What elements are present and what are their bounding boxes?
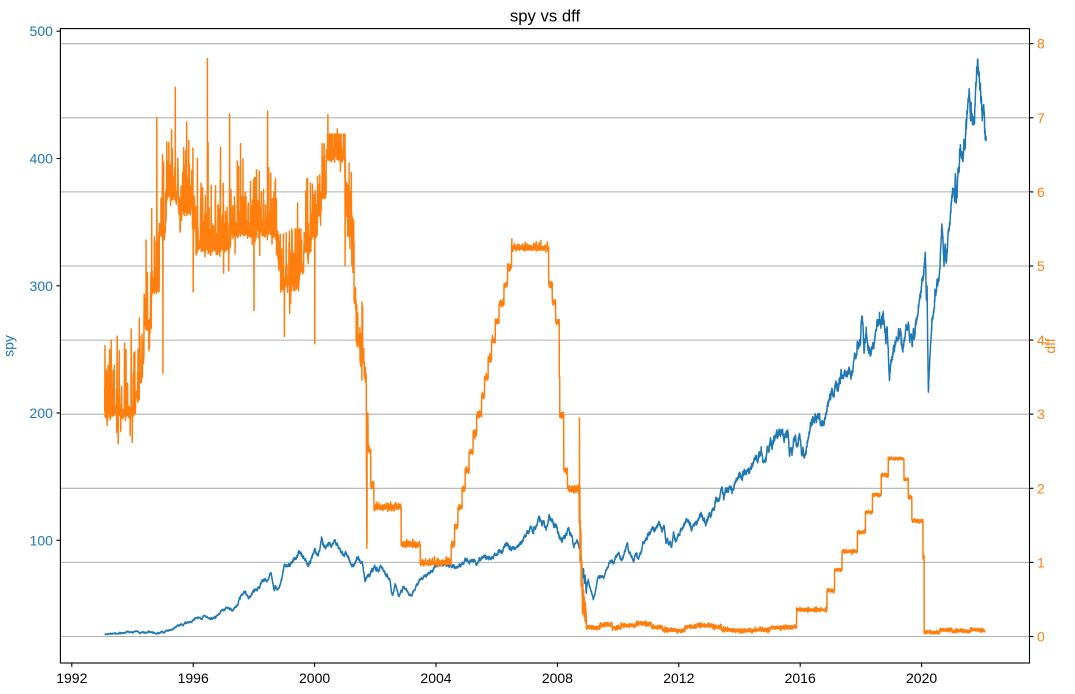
svg-text:1992: 1992	[56, 670, 87, 686]
svg-text:dff: dff	[1042, 338, 1058, 353]
svg-text:0: 0	[1037, 629, 1045, 645]
svg-text:2012: 2012	[663, 670, 694, 686]
svg-text:500: 500	[30, 23, 54, 39]
svg-text:100: 100	[30, 532, 54, 548]
svg-text:400: 400	[30, 151, 54, 167]
svg-text:3: 3	[1037, 406, 1045, 422]
svg-text:2004: 2004	[420, 670, 451, 686]
svg-text:5: 5	[1037, 258, 1045, 274]
svg-text:6: 6	[1037, 184, 1045, 200]
svg-text:2016: 2016	[785, 670, 816, 686]
svg-text:spy: spy	[1, 335, 17, 357]
svg-text:300: 300	[30, 278, 54, 294]
svg-text:2020: 2020	[906, 670, 937, 686]
svg-text:8: 8	[1037, 36, 1045, 52]
svg-text:1996: 1996	[178, 670, 209, 686]
svg-text:2000: 2000	[299, 670, 330, 686]
svg-text:1: 1	[1037, 554, 1045, 570]
svg-text:spy vs dff: spy vs dff	[510, 7, 581, 26]
svg-text:4: 4	[1037, 332, 1045, 348]
svg-text:7: 7	[1037, 110, 1045, 126]
svg-text:200: 200	[30, 405, 54, 421]
svg-text:2: 2	[1037, 480, 1045, 496]
svg-text:2008: 2008	[542, 670, 573, 686]
